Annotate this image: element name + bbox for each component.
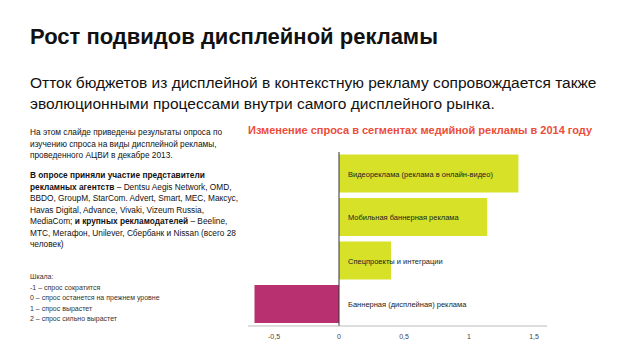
svg-text:Мобильная баннерная реклама: Мобильная баннерная реклама	[348, 213, 460, 222]
html-text:Рост подвидов дисплейной рекла: Рост подвидов дисплейной рекламы	[30, 24, 438, 49]
svg-text:Видеореклама (реклама в онлайн: Видеореклама (реклама в онлайн-видео)	[348, 170, 493, 179]
html-text:Отток бюджетов из дисплейной в: Отток бюджетов из дисплейной в контекстн…	[30, 74, 597, 112]
svg-text:1,5: 1,5	[529, 333, 539, 340]
html-text:Изменение спроса в сегментах м: Изменение спроса в сегментах медийной ре…	[248, 124, 593, 136]
html-text:2 – спрос сильно вырастет: 2 – спрос сильно вырастет	[30, 315, 118, 322]
svg-text:1: 1	[467, 333, 471, 340]
html-text:-1 – спрос сократится: -1 – спрос сократится	[30, 283, 101, 291]
html-text:0 – спрос останется на прежнем: 0 – спрос останется на прежнем уровне	[30, 294, 160, 301]
html-text:В опросе приняли участие предс: В опросе приняли участие представители р…	[30, 170, 238, 249]
html-text:Шкала:: Шкала:	[30, 273, 54, 280]
html-text:На этом слайде приведены резул: На этом слайде приведены результаты опро…	[30, 127, 222, 160]
svg-text:-0,5: -0,5	[268, 333, 280, 340]
svg-text:Баннерная (дисплейная) реклама: Баннерная (дисплейная) реклама	[348, 300, 467, 309]
svg-text:Спецпроекты и интеграции: Спецпроекты и интеграции	[348, 257, 443, 266]
svg-text:0: 0	[337, 333, 341, 340]
html-text:1 – спрос вырастет: 1 – спрос вырастет	[30, 304, 93, 312]
svg-text:0,5: 0,5	[399, 333, 409, 340]
